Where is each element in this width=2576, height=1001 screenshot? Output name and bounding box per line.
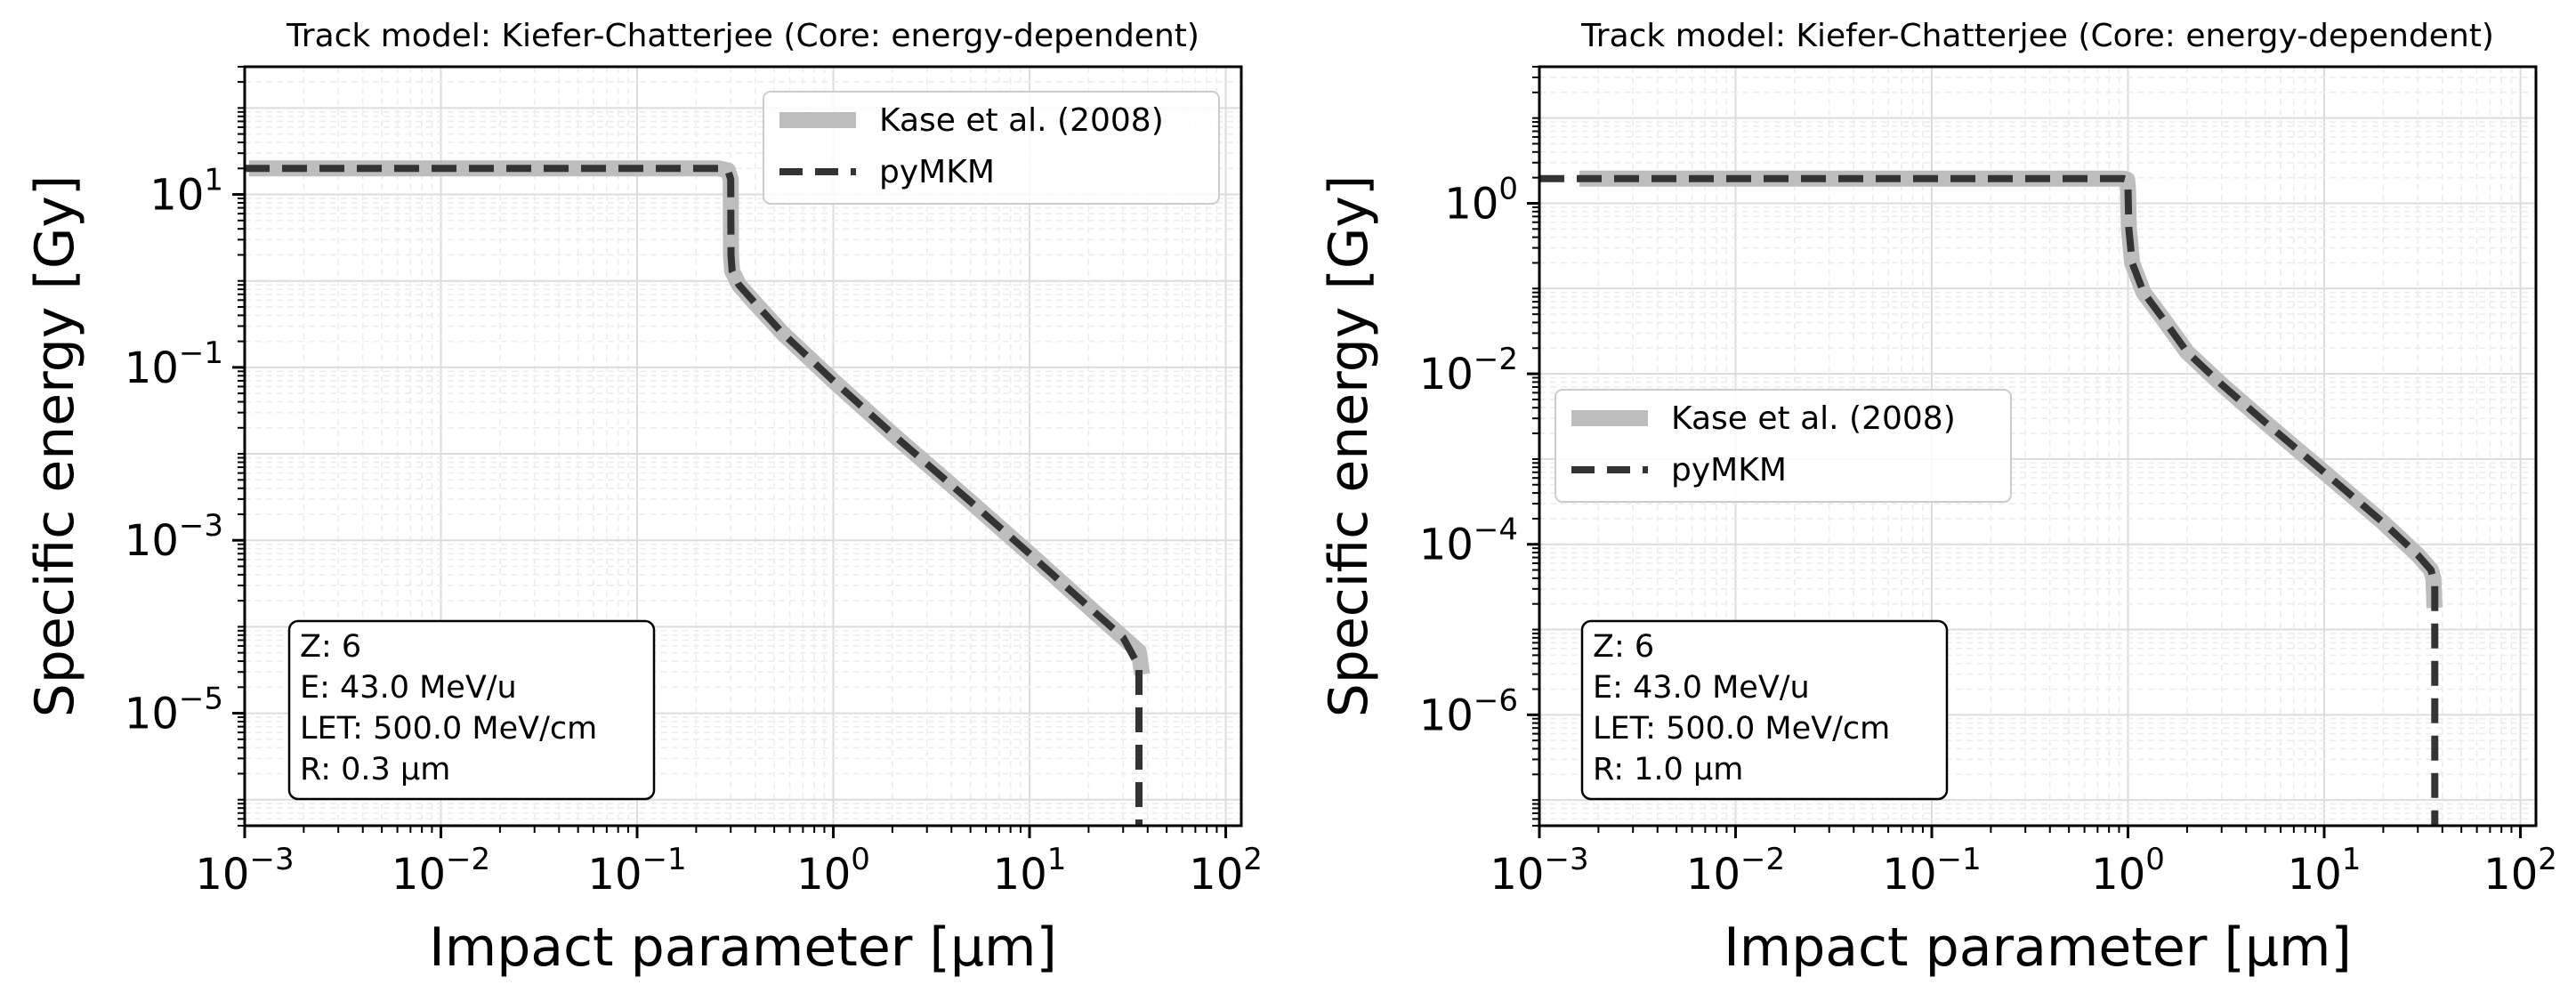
y-tick-label: 100 (1444, 171, 1518, 229)
y-axis-label: Specific energy [Gy] (24, 175, 86, 718)
legend-label: Kase et al. (2008) (1671, 400, 1956, 437)
y-tick-label: 10−6 (1419, 682, 1518, 740)
info-box: Z: 6 E: 43.0 MeV/u LET: 500.0 MeV/cm R: 0.3… (287, 619, 656, 801)
x-tick-label: 10−2 (1686, 842, 1785, 900)
info-frame (1580, 619, 1949, 801)
chart-title: Track model: Kiefer-Chatterjee (Core: en… (1580, 18, 2494, 54)
x-tick-label: 102 (2483, 842, 2557, 900)
info-line: Z: 6 (300, 629, 361, 665)
y-tick-label: 101 (149, 163, 223, 221)
x-tick-label: 10−1 (587, 842, 686, 900)
y-tick-label: 10−4 (1419, 513, 1518, 570)
info-line: LET: 500.0 MeV/cm (300, 711, 597, 747)
x-tick-label: 100 (2091, 842, 2165, 900)
info-line: R: 0.3 μm (300, 752, 450, 787)
plot-frame (1538, 65, 2538, 827)
y-tick-label: 10−1 (125, 335, 223, 393)
chart-panel-1: 10−3 10−2 10−1 100 101 102 101 10−1 10−3 10−5 Trac… (24, 18, 1263, 979)
x-tick-label: 10−3 (1490, 842, 1588, 900)
series-group (1539, 170, 2443, 826)
legend-label: Kase et al. (2008) (879, 102, 1164, 139)
info-line: Z: 6 (1593, 629, 1654, 665)
chart-title: Track model: Kiefer-Chatterjee (Core: en… (286, 18, 1199, 54)
info-line: E: 43.0 MeV/u (300, 670, 517, 706)
y-tick-label: 10−5 (125, 682, 223, 739)
info-line: R: 1.0 μm (1593, 752, 1743, 787)
series-line-pymkm (245, 165, 1143, 826)
info-frame (287, 619, 656, 801)
x-axis-label: Impact parameter [μm] (429, 916, 1057, 979)
legend-box (1554, 389, 2012, 503)
x-axis-label: Impact parameter [μm] (1724, 916, 2352, 979)
y-tick-label: 10−3 (125, 508, 223, 566)
x-tick-label: 100 (796, 842, 870, 900)
info-line: E: 43.0 MeV/u (1593, 670, 1810, 706)
x-tick-label: 10−1 (1882, 842, 1981, 900)
legend-box (763, 91, 1220, 205)
legend: Kase et al. (2008) pyMKM (1554, 389, 2012, 503)
info-line: LET: 500.0 MeV/cm (1593, 711, 1890, 747)
chart-panel-2: 10−3 10−2 10−1 100 101 102 100 10−2 10−4 10−6 Trac… (1318, 18, 2557, 979)
x-tick-label: 10−2 (392, 842, 490, 900)
series-group (245, 160, 1151, 826)
legend: Kase et al. (2008) pyMKM (763, 91, 1220, 205)
x-tick-label: 101 (993, 842, 1067, 900)
y-axis-label: Specific energy [Gy] (1318, 175, 1380, 718)
x-tick-label: 101 (2288, 842, 2362, 900)
x-tick-label: 102 (1189, 842, 1263, 900)
x-tick-label: 10−3 (195, 842, 294, 900)
legend-label: pyMKM (1671, 452, 1787, 488)
y-tick-label: 10−2 (1419, 342, 1518, 400)
legend-label: pyMKM (879, 154, 995, 190)
info-box: Z: 6 E: 43.0 MeV/u LET: 500.0 MeV/cm R: 1.0… (1580, 619, 1949, 801)
series-line-pymkm (1539, 174, 2439, 826)
plot-frame (243, 65, 1243, 827)
